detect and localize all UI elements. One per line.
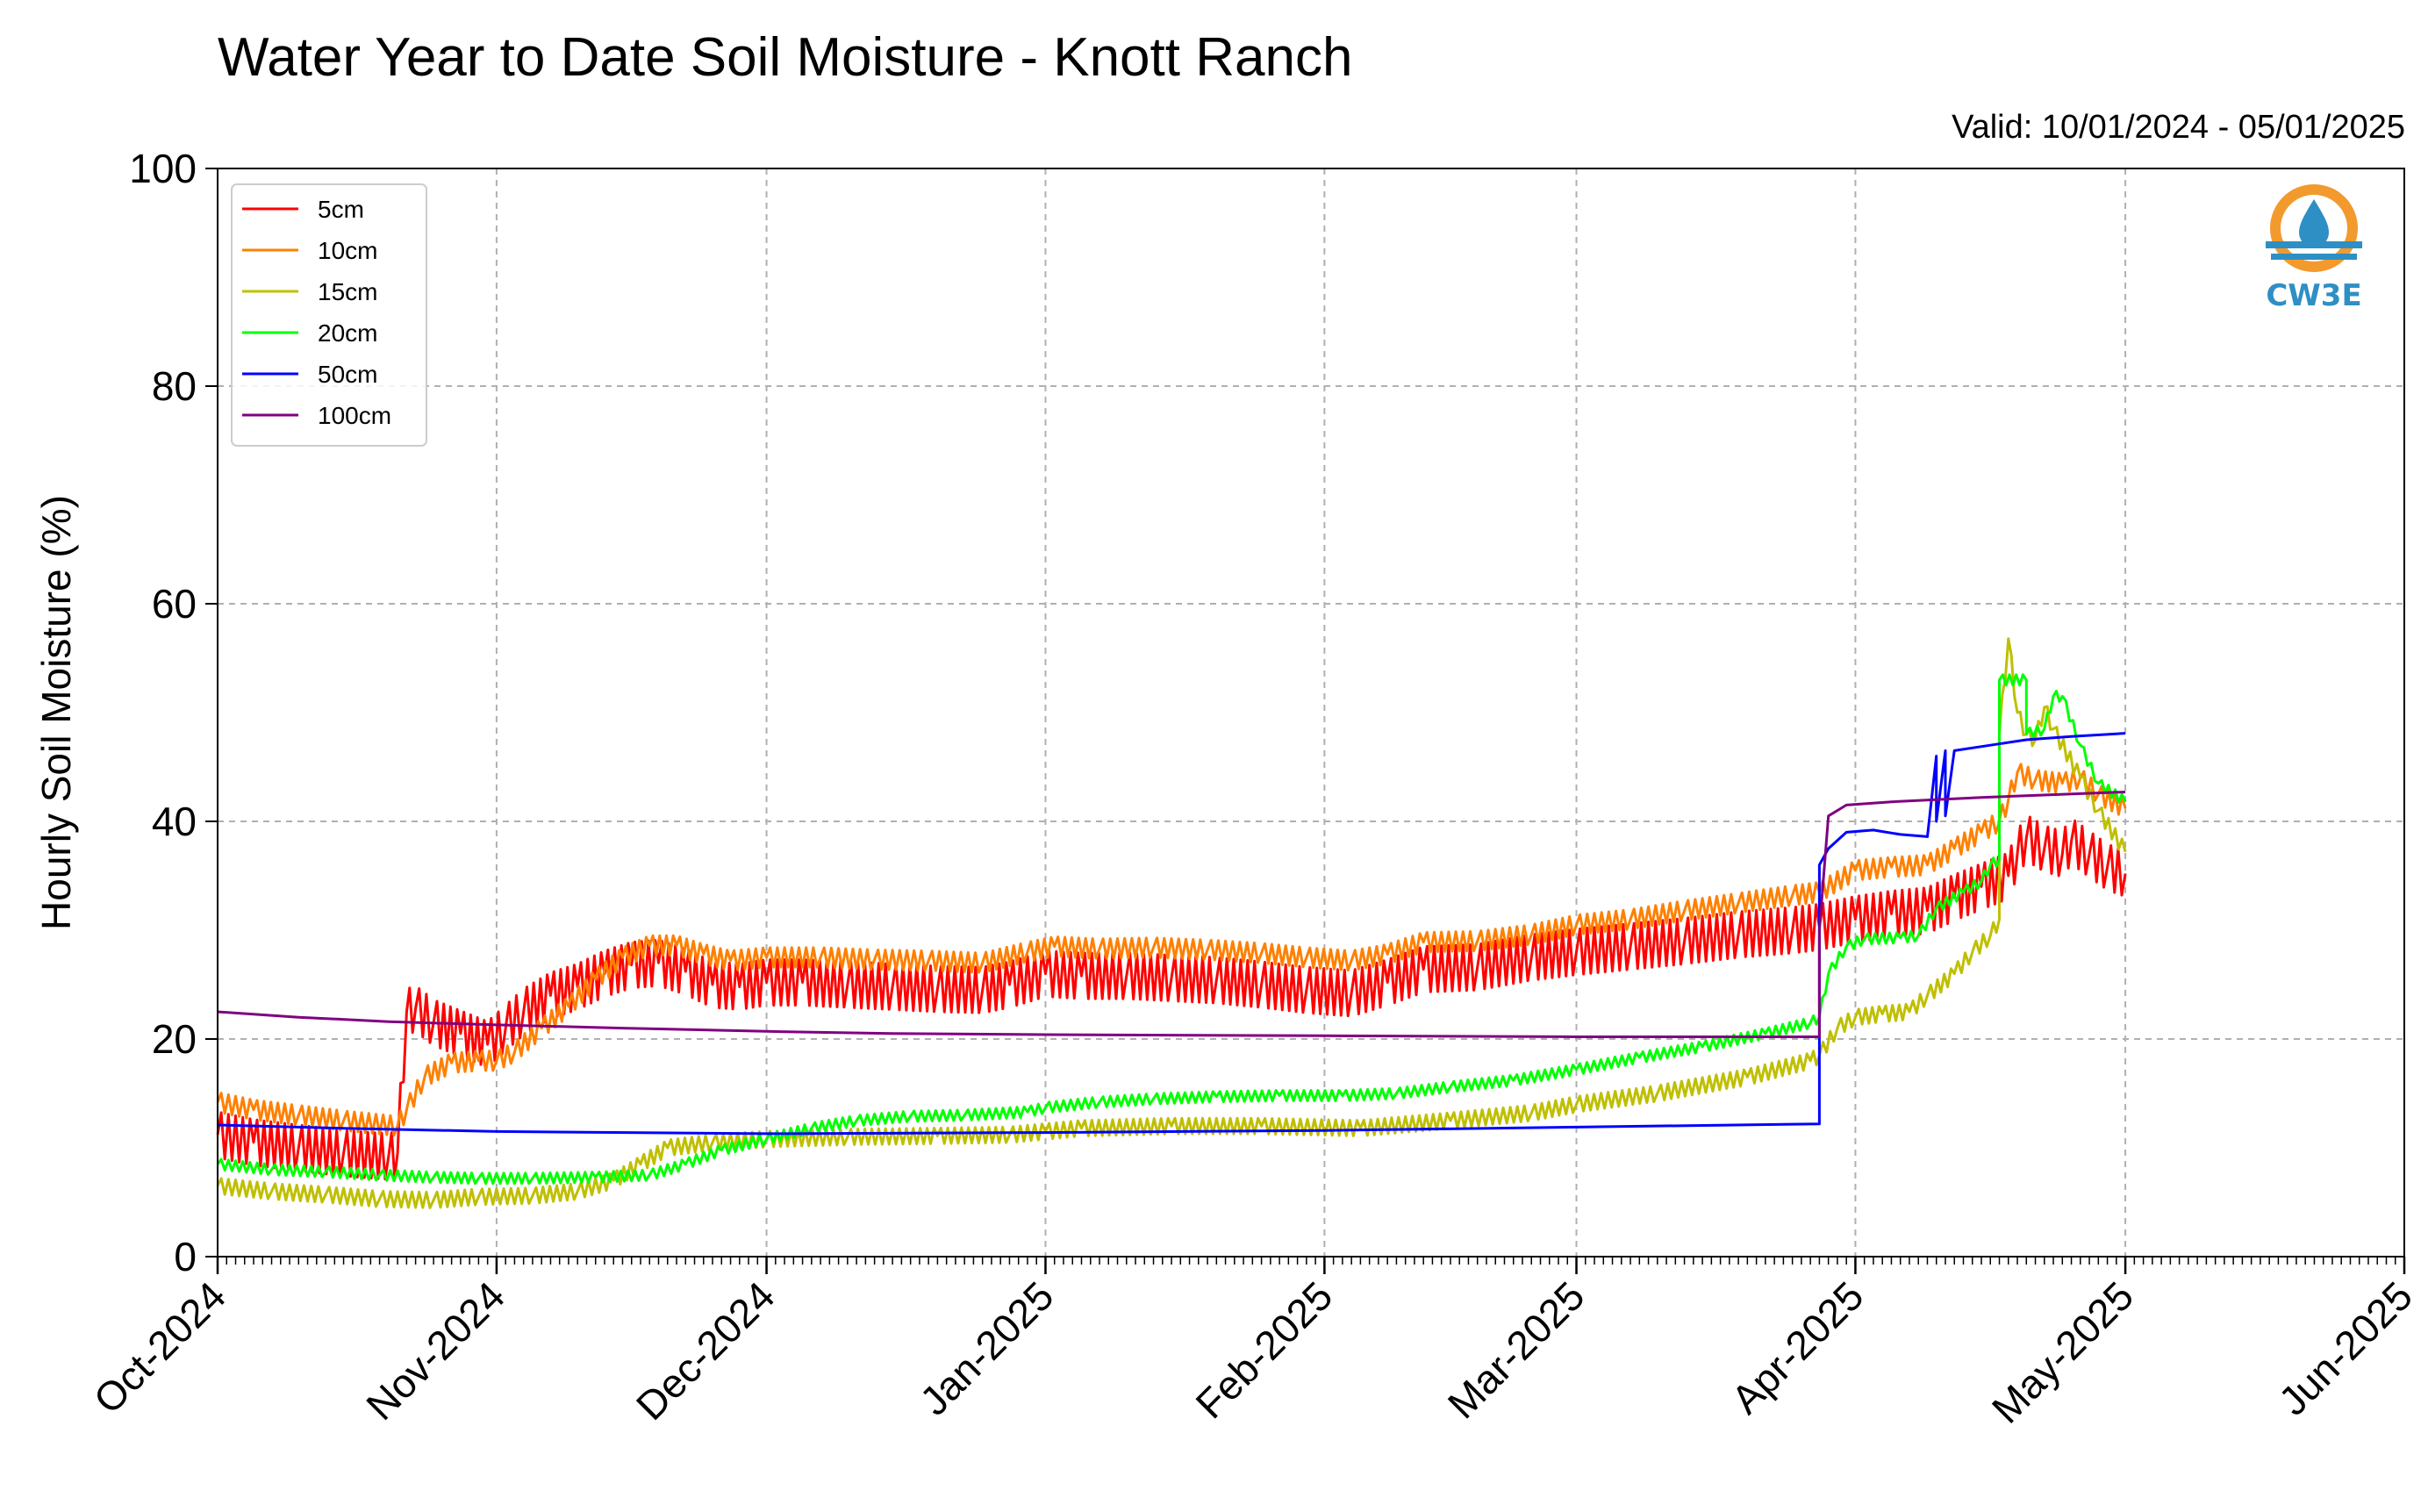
x-tick-label: Jan-2025 bbox=[911, 1272, 1062, 1423]
x-tick-label: Mar-2025 bbox=[1439, 1272, 1594, 1427]
series-line-5cm bbox=[216, 815, 2127, 1181]
legend-label-100cm: 100cm bbox=[318, 402, 391, 429]
legend-label-15cm: 15cm bbox=[318, 278, 377, 305]
series-line-50cm bbox=[217, 732, 2126, 1136]
y-tick-label: 0 bbox=[174, 1234, 197, 1279]
legend: 5cm 10cm 15cm 20cm 50cm 100cm bbox=[231, 183, 427, 447]
water-drop-logo-icon bbox=[2266, 184, 2362, 272]
x-tick-label: Apr-2025 bbox=[1723, 1272, 1873, 1422]
legend-label-20cm: 20cm bbox=[318, 319, 377, 347]
chart-grid bbox=[218, 168, 2404, 1257]
chart-series bbox=[216, 637, 2127, 1209]
series-line-100cm bbox=[217, 791, 2126, 1038]
y-tick-label: 60 bbox=[152, 581, 197, 627]
x-tick-label: Jun-2025 bbox=[2270, 1272, 2421, 1423]
legend-label-10cm: 10cm bbox=[318, 237, 377, 264]
legend-label-50cm: 50cm bbox=[318, 361, 377, 388]
x-tick-label: Oct-2024 bbox=[85, 1272, 235, 1422]
x-tick-label: Dec-2024 bbox=[627, 1272, 784, 1429]
y-tick-label: 80 bbox=[152, 363, 197, 409]
y-tick-label: 20 bbox=[152, 1016, 197, 1062]
plot-frame bbox=[217, 168, 2405, 1258]
series-line-10cm bbox=[216, 763, 2127, 1137]
y-tick-label: 40 bbox=[152, 799, 197, 844]
valid-date-range: Valid: 10/01/2024 - 05/01/2025 bbox=[1952, 109, 2405, 146]
y-tick-label: 100 bbox=[129, 146, 197, 191]
x-tick-label: Feb-2025 bbox=[1186, 1272, 1341, 1427]
x-tick-label: Nov-2024 bbox=[357, 1272, 513, 1429]
chart-title: Water Year to Date Soil Moisture - Knott… bbox=[218, 27, 1353, 88]
x-tick-label: May-2025 bbox=[1983, 1272, 2142, 1431]
y-axis-label: Hourly Soil Moisture (%) bbox=[33, 495, 79, 930]
logo-text: CW3E bbox=[2266, 278, 2362, 313]
legend-label-5cm: 5cm bbox=[318, 196, 364, 223]
x-minor-ticks bbox=[217, 1257, 2405, 1265]
cw3e-logo: CW3E bbox=[2257, 180, 2371, 313]
series-line-15cm bbox=[216, 637, 2127, 1209]
